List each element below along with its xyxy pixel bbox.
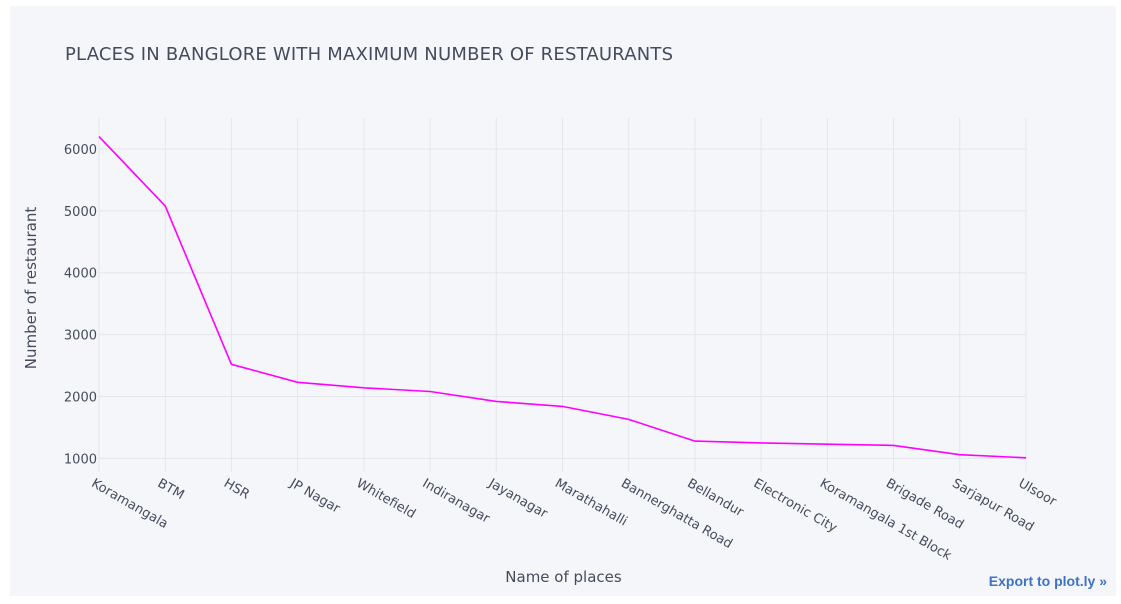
data-point[interactable] — [824, 441, 830, 447]
chart-title: PLACES IN BANGLORE WITH MAXIMUM NUMBER O… — [65, 44, 674, 65]
series-line — [98, 136, 1027, 459]
y-tick-label: 5000 — [64, 205, 97, 220]
x-axis-title: Name of places — [505, 568, 622, 586]
data-point[interactable] — [891, 442, 897, 448]
y-axis-title: Number of restaurant — [22, 207, 40, 370]
x-tick-label: BTM — [155, 476, 187, 503]
x-tick-label: Marathahalli — [552, 476, 630, 529]
x-tick-label: Bannerghatta Road — [618, 476, 734, 552]
data-point[interactable] — [957, 452, 963, 458]
x-tick-label: JP Nagar — [286, 476, 343, 517]
x-tick-label: Whitefield — [353, 476, 418, 522]
export-link[interactable]: Export to plot.ly » — [988, 573, 1107, 589]
y-tick-label: 6000 — [64, 143, 97, 158]
y-tick-label: 1000 — [64, 452, 97, 467]
data-point[interactable] — [1023, 455, 1029, 461]
data-point[interactable] — [295, 379, 301, 385]
x-tick-label: Bellandur — [685, 476, 747, 520]
y-tick-label: 2000 — [64, 390, 97, 405]
x-tick-label: Jayanagar — [485, 476, 550, 522]
data-point[interactable] — [626, 416, 632, 422]
y-tick-label: 4000 — [64, 267, 97, 282]
data-point[interactable] — [692, 438, 698, 444]
data-point[interactable] — [493, 398, 499, 404]
data-point[interactable] — [758, 440, 764, 446]
data-point[interactable] — [228, 361, 234, 367]
data-point[interactable] — [427, 389, 433, 395]
x-tick-label: HSR — [221, 476, 252, 503]
data-point[interactable] — [560, 403, 566, 409]
x-tick-label: Ulsoor — [1016, 476, 1060, 510]
data-point[interactable] — [361, 385, 367, 391]
data-point[interactable] — [96, 134, 102, 140]
y-tick-label: 3000 — [64, 329, 97, 344]
data-point[interactable] — [162, 203, 168, 209]
x-tick-label: Indiranagar — [420, 476, 493, 527]
